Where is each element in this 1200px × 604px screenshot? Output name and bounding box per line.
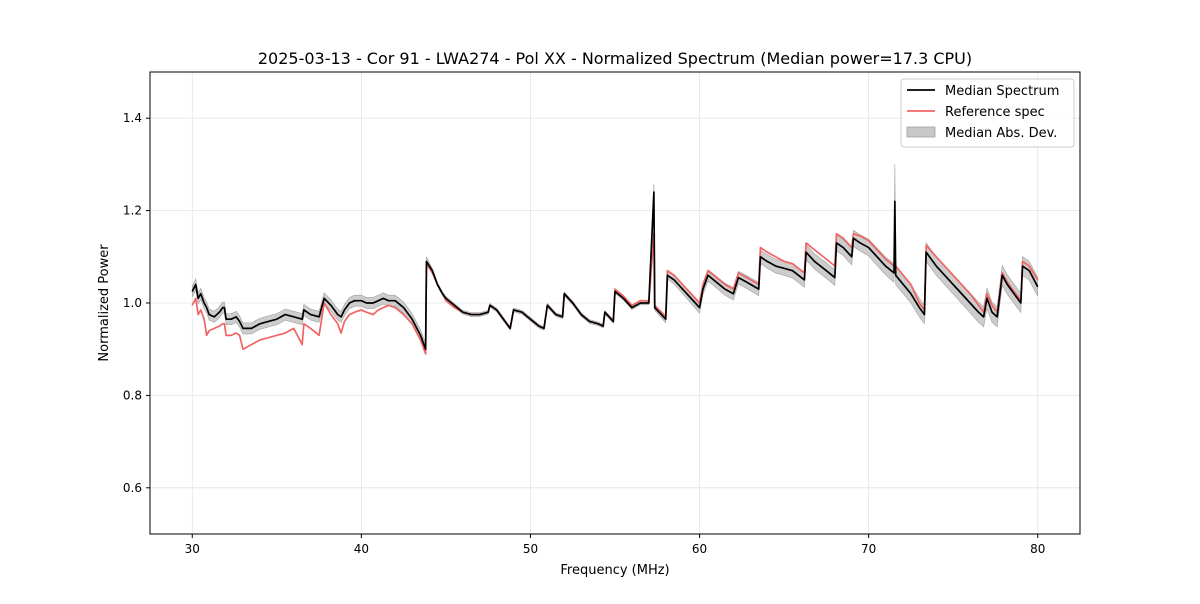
legend-swatch-mad <box>906 126 936 138</box>
y-tick-label: 1.2 <box>123 204 142 218</box>
x-tick-label: 70 <box>861 542 876 556</box>
chart-title: 2025-03-13 - Cor 91 - LWA274 - Pol XX - … <box>258 49 972 68</box>
y-tick-label: 0.6 <box>123 481 142 495</box>
y-tick-label: 0.8 <box>123 388 142 402</box>
x-tick-label: 50 <box>523 542 538 556</box>
x-axis-ticks: 30 40 50 60 70 80 <box>185 534 1045 556</box>
median-spectrum-line <box>191 191 1039 351</box>
series-layer <box>191 191 1039 355</box>
x-tick-label: 60 <box>692 542 707 556</box>
legend: Median Spectrum Reference spec Median Ab… <box>900 78 1075 148</box>
y-axis-ticks: 0.6 0.8 1.0 1.2 1.4 <box>123 111 150 495</box>
x-tick-label: 80 <box>1030 542 1045 556</box>
x-tick-label: 30 <box>185 542 200 556</box>
legend-box <box>900 78 1075 148</box>
legend-label-mad: Median Abs. Dev. <box>945 126 1057 141</box>
legend-label-median: Median Spectrum <box>945 84 1059 99</box>
y-axis-label: Normalized Power <box>97 244 112 362</box>
legend-label-reference: Reference spec <box>945 105 1045 120</box>
y-tick-label: 1.0 <box>123 296 142 310</box>
x-axis-label: Frequency (MHz) <box>560 563 669 578</box>
y-tick-label: 1.4 <box>123 111 142 125</box>
x-tick-label: 40 <box>354 542 369 556</box>
